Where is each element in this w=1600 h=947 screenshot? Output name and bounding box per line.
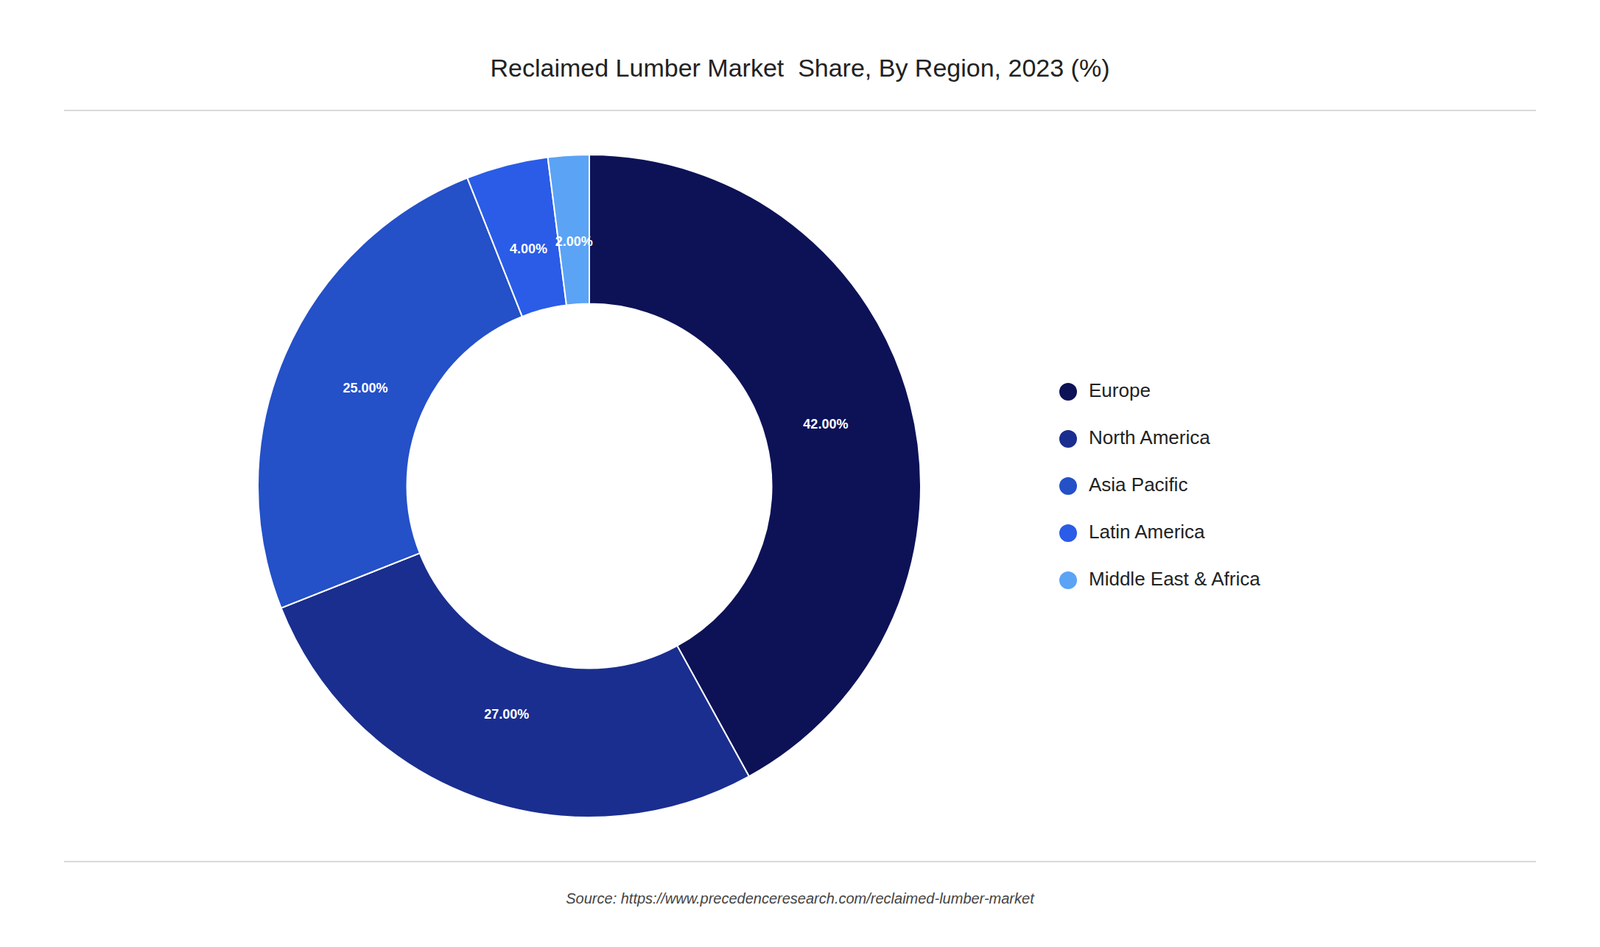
source-text: Source: https://www.precedenceresearch.c…: [565, 890, 1035, 907]
data-labels: 42.00% 27.00% 25.00% 4.00% 2.00%: [342, 234, 848, 722]
data-label: 25.00%: [342, 380, 388, 396]
data-label: 27.00%: [483, 707, 529, 722]
legend-label: Middle East & Africa: [1088, 567, 1261, 591]
data-label: 42.00%: [802, 416, 848, 432]
legend-label: Asia Pacific: [1088, 473, 1188, 496]
legend: Europe North America Asia Pacific Latin Ame…: [1059, 379, 1261, 591]
source-rule: [64, 861, 1536, 863]
chart-svg: Reclaimed Lumber Market Share, By Region…: [0, 0, 1600, 947]
legend-marker: [1059, 524, 1077, 543]
data-label: 2.00%: [555, 234, 594, 249]
legend-label: North America: [1088, 426, 1211, 449]
chart-container: Reclaimed Lumber Market Share, By Region…: [0, 0, 1600, 947]
title: Reclaimed Lumber Market Share, By Region…: [490, 53, 1111, 82]
donut-slice: [257, 178, 523, 609]
title-rule: [64, 109, 1536, 112]
data-label: 4.00%: [509, 241, 548, 257]
donut: [257, 154, 921, 818]
legend-label: Europe: [1088, 379, 1151, 402]
legend-marker: [1059, 383, 1077, 401]
legend-marker: [1059, 571, 1077, 590]
donut-slice: [548, 154, 590, 305]
legend-marker: [1059, 477, 1077, 496]
legend-marker: [1059, 430, 1077, 448]
donut-slice: [281, 553, 750, 818]
legend-label: Latin America: [1088, 520, 1206, 543]
